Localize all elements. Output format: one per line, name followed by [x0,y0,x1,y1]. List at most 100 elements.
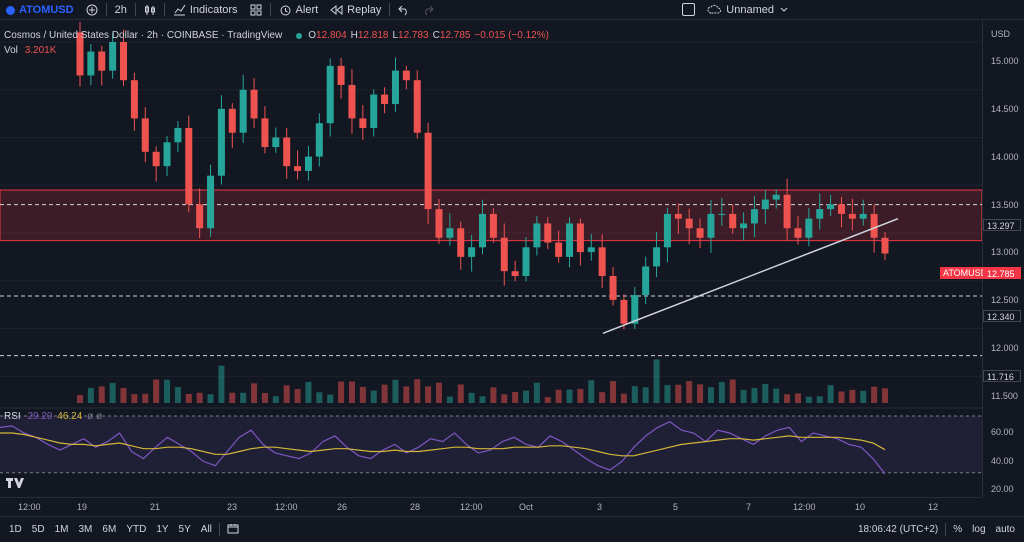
candle-body [174,127,182,143]
indicators-button[interactable]: Indicators [167,0,244,19]
candle-body [359,118,367,128]
range-6m[interactable]: 6M [102,524,117,535]
price-chart[interactable] [0,20,982,497]
volume-bar [359,387,366,403]
candle-body [674,213,682,219]
cloud-icon [707,4,722,14]
add-compare-icon [86,4,98,15]
log-toggle[interactable]: log [972,524,986,535]
volume-bar [751,387,758,403]
compare-button[interactable] [80,0,104,19]
redo-button[interactable] [416,0,440,19]
volume-bar [523,390,530,403]
volume-bar [348,381,355,403]
replay-label: Replay [347,3,382,16]
auto-toggle[interactable]: auto [995,524,1015,535]
symbol-search-button[interactable]: ATOMUSD [0,0,80,19]
price-tick: 11.500 [991,391,1018,401]
volume-bar [316,392,323,403]
go-to-date-button[interactable] [222,523,244,537]
rsi-extra: ø ø [87,411,103,422]
templates-button[interactable] [244,0,268,19]
volume-bar [251,383,258,403]
volume-bar [773,388,780,403]
candle-body [750,209,758,224]
currency-label: USD [991,29,1011,39]
volume-bar [599,392,606,403]
level-tag-mid: 12.340 [983,310,1021,322]
candle-body [707,213,715,238]
symbol-label: ATOMUSD [19,3,74,16]
volume-bar [686,381,693,403]
volume-bar [414,379,421,403]
rsi-legend: RSI 29.20 46.24 ø ø [4,411,102,422]
rsi-label: RSI [4,411,21,422]
time-tick: 3 [597,502,603,512]
range-all[interactable]: All [200,524,212,535]
volume-bar [620,393,627,403]
candle-body [141,118,149,152]
candle-body [381,94,389,105]
volume-bar [631,386,638,403]
range-1m[interactable]: 1M [54,524,69,535]
chart-legend: Cosmos / United States Dollar · 2h · COI… [4,30,549,41]
rsi-value: 29.20 [27,411,53,422]
range-ytd[interactable]: YTD [126,524,147,535]
candle-body [685,218,693,229]
candle-body [511,271,519,276]
candle-body [468,247,476,257]
volume-bar [718,382,725,403]
candle-body [522,247,530,276]
alert-label: Alert [295,3,319,16]
time-tick: 12:00 [275,502,298,512]
range-5d[interactable]: 5D [31,524,45,535]
rsi-tick: 60.00 [991,427,1014,437]
open-value: 12.804 [316,30,347,41]
price-tick: 14.500 [991,104,1019,114]
clock[interactable]: 18:06:42 (UTC+2) [857,524,939,535]
undo-button[interactable] [392,0,416,19]
trend-line [602,217,899,334]
layout-button[interactable]: Unnamed [701,0,794,19]
volume-bar [882,388,888,403]
percent-toggle[interactable]: % [953,524,963,535]
price-tick: 15.000 [991,56,1019,66]
price-scale[interactable]: USD 15.000 14.500 14.000 13.500 13.000 1… [982,20,1024,497]
alert-button[interactable]: Alert [273,0,325,19]
candle-body [500,237,508,272]
volume-bar [697,384,704,403]
volume-bar [664,385,671,403]
volume-bar [871,386,878,403]
range-5y[interactable]: 5Y [178,524,191,535]
candle-body [207,175,215,229]
price-tick: 13.500 [991,200,1019,210]
range-1d[interactable]: 1D [9,524,22,535]
change-value: −0.015 (−0.12%) [474,30,549,41]
volume-bar [805,396,812,403]
chart-type-button[interactable] [138,0,162,19]
time-tick: 28 [410,502,421,512]
fullscreen-checkbox[interactable] [676,0,701,19]
time-axis[interactable]: 12:00 19 21 23 12:00 26 28 12:00 Oct 3 5… [0,497,982,517]
candle-body [272,137,280,148]
range-1y[interactable]: 1Y [156,524,169,535]
volume-bar [272,396,279,403]
volume-bar [707,387,714,403]
candle-body [435,209,443,238]
candle-body [729,213,737,229]
candle-body [555,242,563,257]
candle-body [663,213,671,248]
candle-body [761,199,769,210]
candles-icon [144,4,155,15]
candle-body [576,223,584,253]
volume-bar [577,388,584,403]
interval-button[interactable]: 2h [114,3,127,16]
replay-button[interactable]: Replay [324,0,387,19]
redo-icon [425,5,435,15]
volume-bar [338,381,345,403]
volume-bar [153,379,160,403]
range-3m[interactable]: 3M [78,524,93,535]
level-tag-low: 11.716 [983,370,1021,382]
candle-body [609,275,617,300]
volume-bar [740,389,747,403]
